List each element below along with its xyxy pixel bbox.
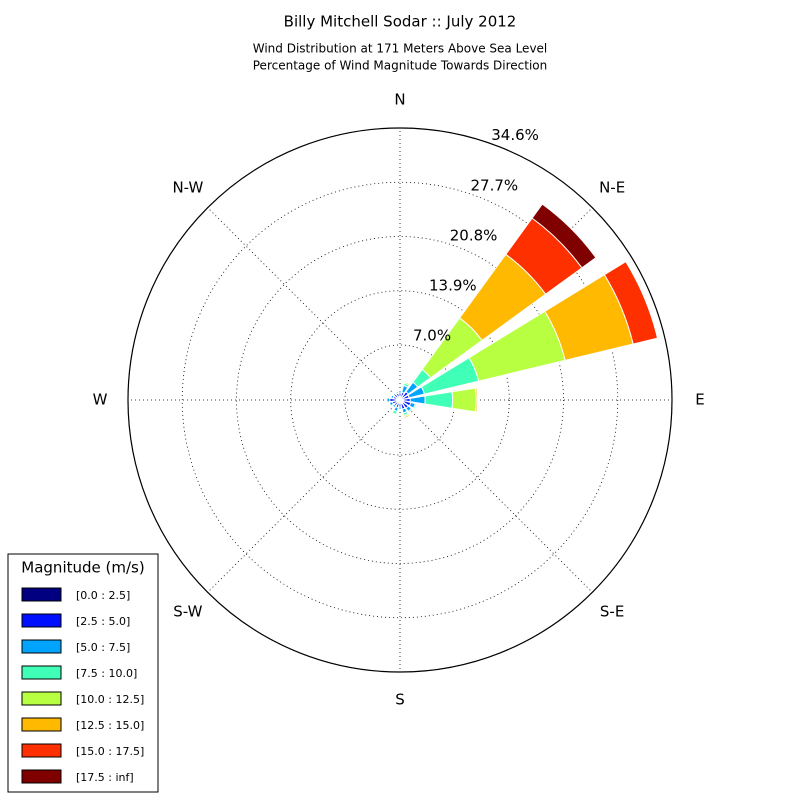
bar-segment <box>404 381 411 385</box>
r-tick-label: 34.6% <box>491 126 539 144</box>
grid-spoke <box>399 399 593 593</box>
r-tick-label: 7.0% <box>413 327 451 345</box>
legend-label: [15.0 : 17.5] <box>76 745 144 758</box>
legend-swatch <box>21 613 62 628</box>
legend-label: [5.0 : 7.5] <box>76 641 130 654</box>
legend-label: [7.5 : 10.0] <box>76 667 137 680</box>
grid-circle <box>181 181 619 619</box>
bar-segment <box>391 405 395 409</box>
legend-title: Magnitude (m/s) <box>21 559 144 577</box>
r-tick-label: 13.9% <box>429 277 477 295</box>
bar-segment <box>391 412 397 416</box>
r-tick-label: 27.7% <box>471 176 519 194</box>
legend-swatch <box>21 665 62 680</box>
legend-label: [2.5 : 5.0] <box>76 615 130 628</box>
grid-circle <box>290 290 510 510</box>
direction-label: W <box>93 391 108 409</box>
legend-label: [10.0 : 12.5] <box>76 693 144 706</box>
direction-label: S <box>395 691 405 709</box>
legend-label: [12.5 : 15.0] <box>76 719 144 732</box>
chart-subtitle: Percentage of Wind Magnitude Towards Dir… <box>253 59 547 73</box>
legend-swatch <box>21 587 62 602</box>
bar-segment <box>395 391 399 394</box>
grid-circle <box>236 236 564 564</box>
chart-subtitle: Wind Distribution at 171 Meters Above Se… <box>253 42 548 56</box>
bar-segment <box>531 203 597 269</box>
bar-segment <box>392 392 396 396</box>
direction-label: S-W <box>173 603 202 621</box>
direction-label: S-E <box>600 603 624 621</box>
legend-swatch <box>21 691 62 706</box>
legend-label: [17.5 : inf] <box>76 771 134 784</box>
direction-label: E <box>695 391 704 409</box>
direction-label: N-W <box>172 178 203 196</box>
bar-segment <box>451 387 477 413</box>
grid-spoke <box>207 399 401 593</box>
legend-swatch <box>21 717 62 732</box>
direction-label: N <box>394 91 405 109</box>
chart-title: Billy Mitchell Sodar :: July 2012 <box>284 13 517 31</box>
direction-label: N-E <box>599 178 625 196</box>
outer-circle <box>127 127 673 673</box>
r-tick-label: 20.8% <box>450 226 498 244</box>
legend-swatch <box>21 639 62 654</box>
legend-swatch <box>21 769 62 784</box>
legend-label: [0.0 : 2.5] <box>76 589 130 602</box>
legend-swatch <box>21 743 62 758</box>
bar-segment <box>414 403 418 410</box>
grid-spoke <box>207 207 401 401</box>
